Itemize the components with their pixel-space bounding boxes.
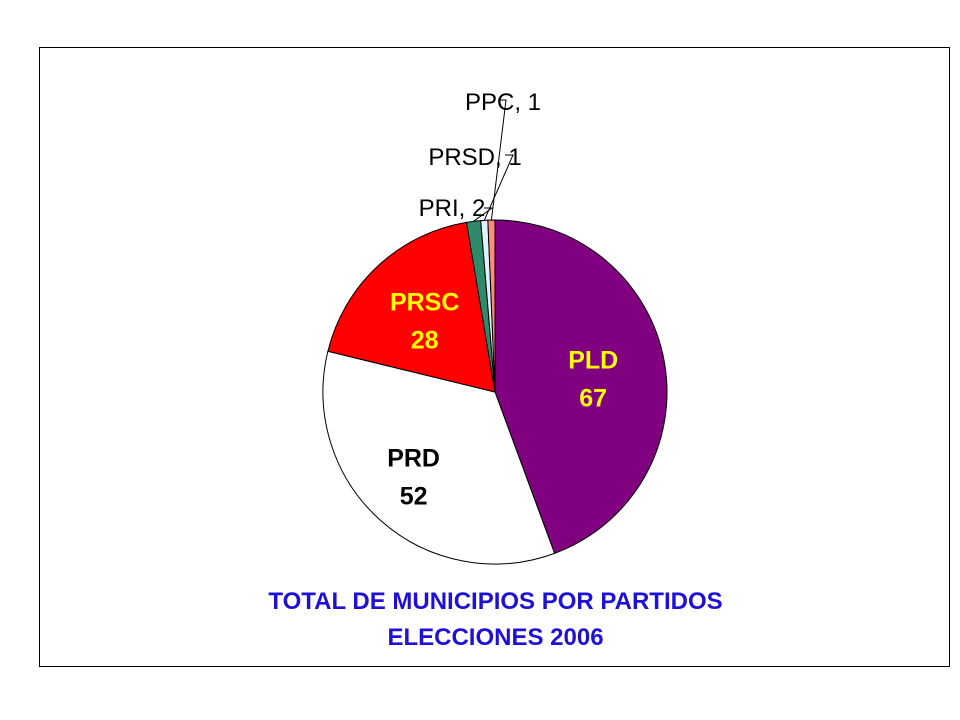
slice-label-ppc: PPC, 1 (465, 89, 541, 116)
chart-title-line-1: TOTAL DE MUNICIPIOS POR PARTIDOS (268, 588, 723, 615)
slice-label-pld-value: 67 (579, 384, 607, 412)
slice-label-prd-value: 52 (400, 483, 428, 511)
slice-label-prsc-name: PRSC (390, 288, 459, 316)
pie-slice-ppc (487, 219, 496, 393)
pie-slice-pld (494, 219, 668, 554)
slice-label-prsc-value: 28 (411, 326, 439, 354)
slice-label-pld-name: PLD (568, 346, 618, 374)
pie-slice-prsc (327, 221, 496, 393)
slice-label-pri: PRI, 2 (419, 195, 486, 222)
pie-slice-prd (322, 350, 556, 565)
chart-title-line-2: ELECCIONES 2006 (387, 624, 604, 651)
slice-label-prd-name: PRD (387, 445, 440, 473)
pie-chart: PLD 67 PRD 52 PRSC 28 PRI, 2 PRSD, 1 PPC, 1 (322, 89, 668, 565)
leader-line-pri (473, 207, 494, 222)
leader-line-ppc (490, 99, 507, 221)
slice-label-prsd: PRSD, 1 (428, 144, 521, 171)
chart-frame: PLD 67 PRD 52 PRSC 28 PRI, 2 PRSD, 1 PPC, 1 TOTA… (39, 47, 950, 667)
